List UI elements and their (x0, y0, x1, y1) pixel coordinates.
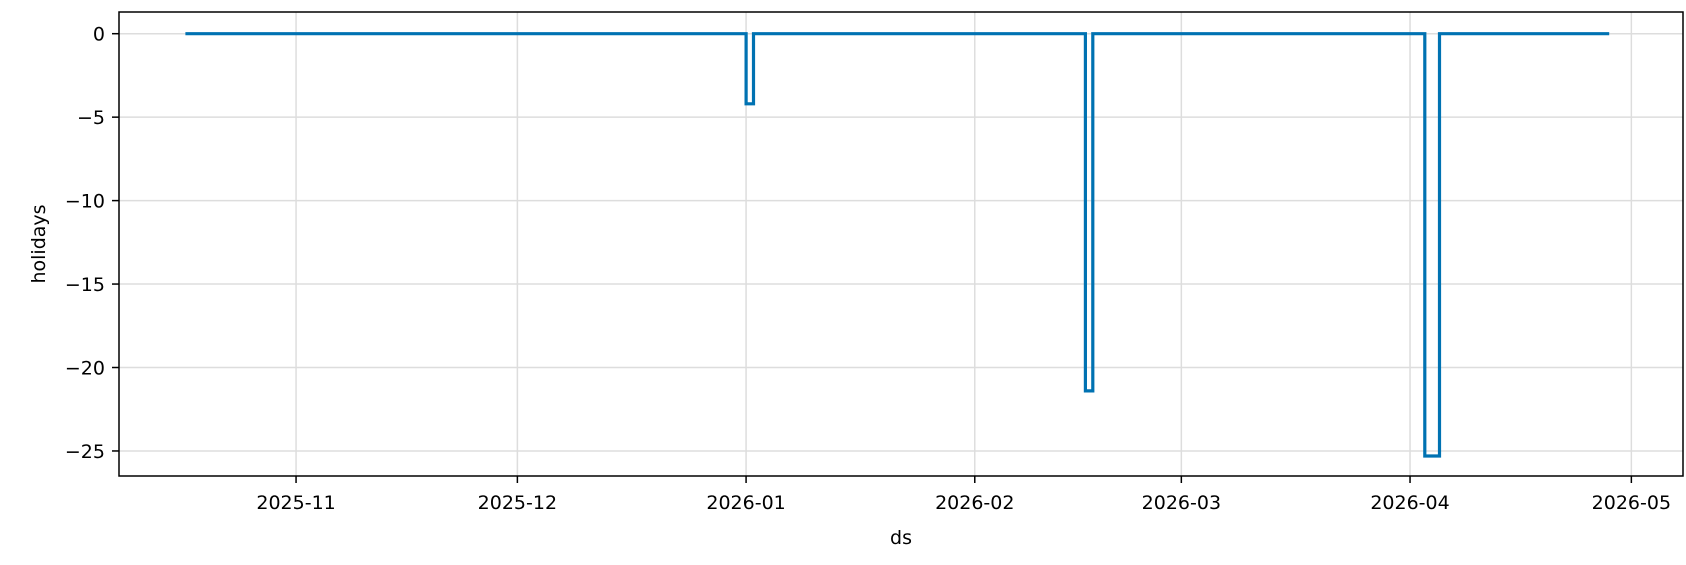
x-axis-ticks: 2025-11 2025-12 2026-01 2026-02 2026-03 2026-… (256, 476, 1671, 514)
y-axis-ticks: 0 −5 −10 −15 −20 −25 (65, 24, 119, 463)
x-tick-label: 2026-04 (1370, 492, 1449, 514)
y-tick-label: 0 (93, 24, 105, 46)
y-axis-label: holidays (28, 204, 50, 283)
x-tick-label: 2025-11 (256, 492, 335, 514)
y-tick-label: −20 (65, 358, 105, 380)
x-tick-label: 2026-01 (706, 492, 785, 514)
plot-series (185, 32, 1610, 458)
y-tick-label: −5 (77, 107, 105, 129)
x-tick-label: 2026-02 (935, 492, 1014, 514)
plot-frame (118, 11, 1684, 477)
x-tick-label: 2026-03 (1142, 492, 1221, 514)
y-tick-label: −10 (65, 191, 105, 213)
series-line (185, 32, 1610, 458)
grid-lines (119, 12, 1683, 476)
y-tick-label: −15 (65, 274, 105, 296)
x-tick-label: 2026-05 (1592, 492, 1671, 514)
y-tick-label: −25 (65, 441, 105, 463)
x-tick-label: 2025-12 (478, 492, 557, 514)
x-axis-label: ds (890, 527, 912, 549)
